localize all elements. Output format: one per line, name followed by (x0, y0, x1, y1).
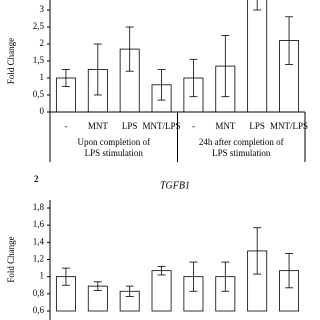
y-tick-label: 0,6 (33, 305, 45, 315)
y-axis-label: Fold Change (6, 236, 16, 282)
group-label: 24h after completion of (199, 137, 284, 147)
y-tick-label: 1 (40, 72, 45, 82)
plot (55, 0, 300, 112)
chart-title: TGFB1 (160, 180, 190, 191)
y-tick-label: 0,8 (33, 288, 45, 298)
group-label: Upon completion of (78, 137, 151, 147)
x-tick-label: LPS (249, 121, 265, 131)
y-tick-label: 1,4 (33, 236, 45, 246)
y-tick-label: 1,2 (33, 254, 44, 264)
bar (247, 0, 268, 112)
x-tick-label: - (192, 121, 195, 131)
y-axis-label: Fold Change (6, 38, 16, 84)
y-tick-label: 1 (40, 271, 45, 281)
y-tick-label: 0 (40, 106, 45, 116)
x-tick-label: MNT/LPS (270, 121, 308, 131)
y-tick-label: 3 (40, 4, 45, 14)
bar (151, 270, 172, 312)
x-tick-label: MNT (88, 121, 109, 131)
x-tick-label: LPS (122, 121, 138, 131)
x-tick-label: - (64, 121, 67, 131)
y-tick-label: 2 (40, 38, 45, 48)
y-tick-label: 2,5 (33, 21, 45, 31)
group-label: LPS stimulation (212, 148, 271, 158)
group-label: LPS stimulation (85, 148, 144, 158)
y-tick-label: 0,5 (33, 89, 45, 99)
x-tick-label: MNT/LPS (143, 121, 181, 131)
y-tick-label: 1,8 (33, 202, 45, 212)
x-tick-label: MNT (215, 121, 236, 131)
y-tick-label: 1,5 (33, 55, 45, 65)
panel-label: 2 (34, 174, 39, 184)
plot (55, 227, 300, 312)
y-tick-label: 1,6 (33, 219, 45, 229)
